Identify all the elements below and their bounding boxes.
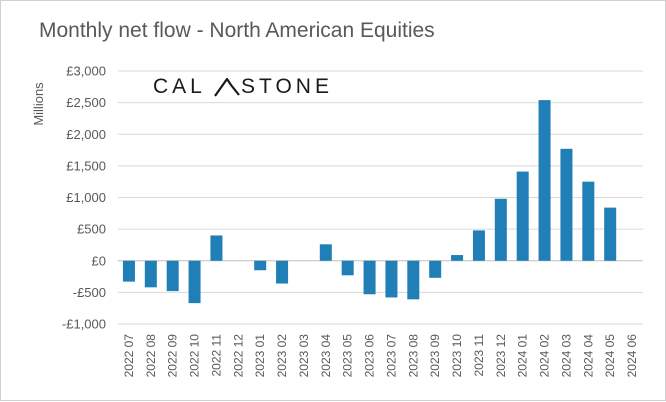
bar xyxy=(582,181,595,261)
bar xyxy=(341,260,354,276)
x-tick-label: 2024 02 xyxy=(538,334,552,378)
y-tick-label: -£500 xyxy=(73,285,106,300)
y-tick-label: £2,500 xyxy=(66,95,106,110)
x-tick-label: 2024 03 xyxy=(559,334,573,378)
bar xyxy=(516,171,529,261)
x-tick-label: 2023 02 xyxy=(275,334,289,378)
bar xyxy=(560,148,573,261)
bar xyxy=(407,260,420,300)
x-tick-label: 2023 04 xyxy=(319,334,333,378)
x-tick-label: 2023 10 xyxy=(450,334,464,378)
calastone-logo: CAL STONE xyxy=(153,75,333,98)
bar xyxy=(538,100,551,261)
y-axis-label: Millions xyxy=(31,82,46,126)
y-axis-ticks: £3,000 £2,500 £2,000 £1,500 £1,000 £500 £0 -£50… xyxy=(62,64,106,332)
bar xyxy=(276,260,289,284)
bar xyxy=(188,260,201,304)
bar xyxy=(319,244,332,261)
bar xyxy=(166,260,179,292)
bar xyxy=(122,260,135,282)
x-tick-label: 2022 09 xyxy=(166,334,180,378)
bar xyxy=(429,260,442,278)
y-tick-label: £500 xyxy=(77,222,106,237)
bar xyxy=(494,198,507,261)
bar xyxy=(254,260,267,271)
x-tick-label: 2022 11 xyxy=(209,334,223,377)
x-tick-label: 2024 04 xyxy=(581,334,595,378)
x-tick-label: 2023 03 xyxy=(297,334,311,378)
bar xyxy=(451,255,464,261)
bar xyxy=(472,230,485,261)
x-tick-label: 2023 09 xyxy=(428,334,442,378)
gridlines xyxy=(118,70,643,325)
x-tick-label: 2023 08 xyxy=(406,334,420,378)
x-axis-ticks: 2022 07 2022 08 2022 09 2022 10 2022 11 2022 … xyxy=(122,334,639,378)
y-tick-label: £2,000 xyxy=(66,127,106,142)
x-tick-label: 2022 12 xyxy=(231,334,245,378)
y-tick-label: -£1,000 xyxy=(62,317,106,332)
x-tick-label: 2024 05 xyxy=(603,334,617,378)
x-tick-label: 2023 11 xyxy=(472,334,486,377)
bar xyxy=(210,235,223,261)
x-tick-label: 2023 07 xyxy=(384,334,398,378)
x-tick-label: 2022 08 xyxy=(144,334,158,378)
x-tick-label: 2024 01 xyxy=(516,334,530,378)
y-tick-label: £3,000 xyxy=(66,64,106,79)
x-tick-label: 2023 01 xyxy=(253,334,267,378)
chart-title: Monthly net flow - North American Equiti… xyxy=(39,19,435,42)
x-tick-label: 2023 06 xyxy=(363,334,377,378)
x-tick-label: 2023 05 xyxy=(341,334,355,378)
bar xyxy=(604,207,617,261)
y-tick-label: £1,000 xyxy=(66,190,106,205)
y-tick-label: £0 xyxy=(92,253,106,268)
x-tick-label: 2023 12 xyxy=(494,334,508,378)
y-tick-label: £1,500 xyxy=(66,158,106,173)
svg-text:CAL: CAL xyxy=(153,75,206,98)
bars xyxy=(122,100,617,304)
x-tick-label: 2024 06 xyxy=(625,334,639,378)
x-tick-label: 2022 10 xyxy=(188,334,202,378)
bar xyxy=(144,260,157,288)
svg-text:STONE: STONE xyxy=(241,75,333,98)
bar xyxy=(385,260,398,298)
bar xyxy=(363,260,376,295)
x-tick-label: 2022 07 xyxy=(122,334,136,378)
